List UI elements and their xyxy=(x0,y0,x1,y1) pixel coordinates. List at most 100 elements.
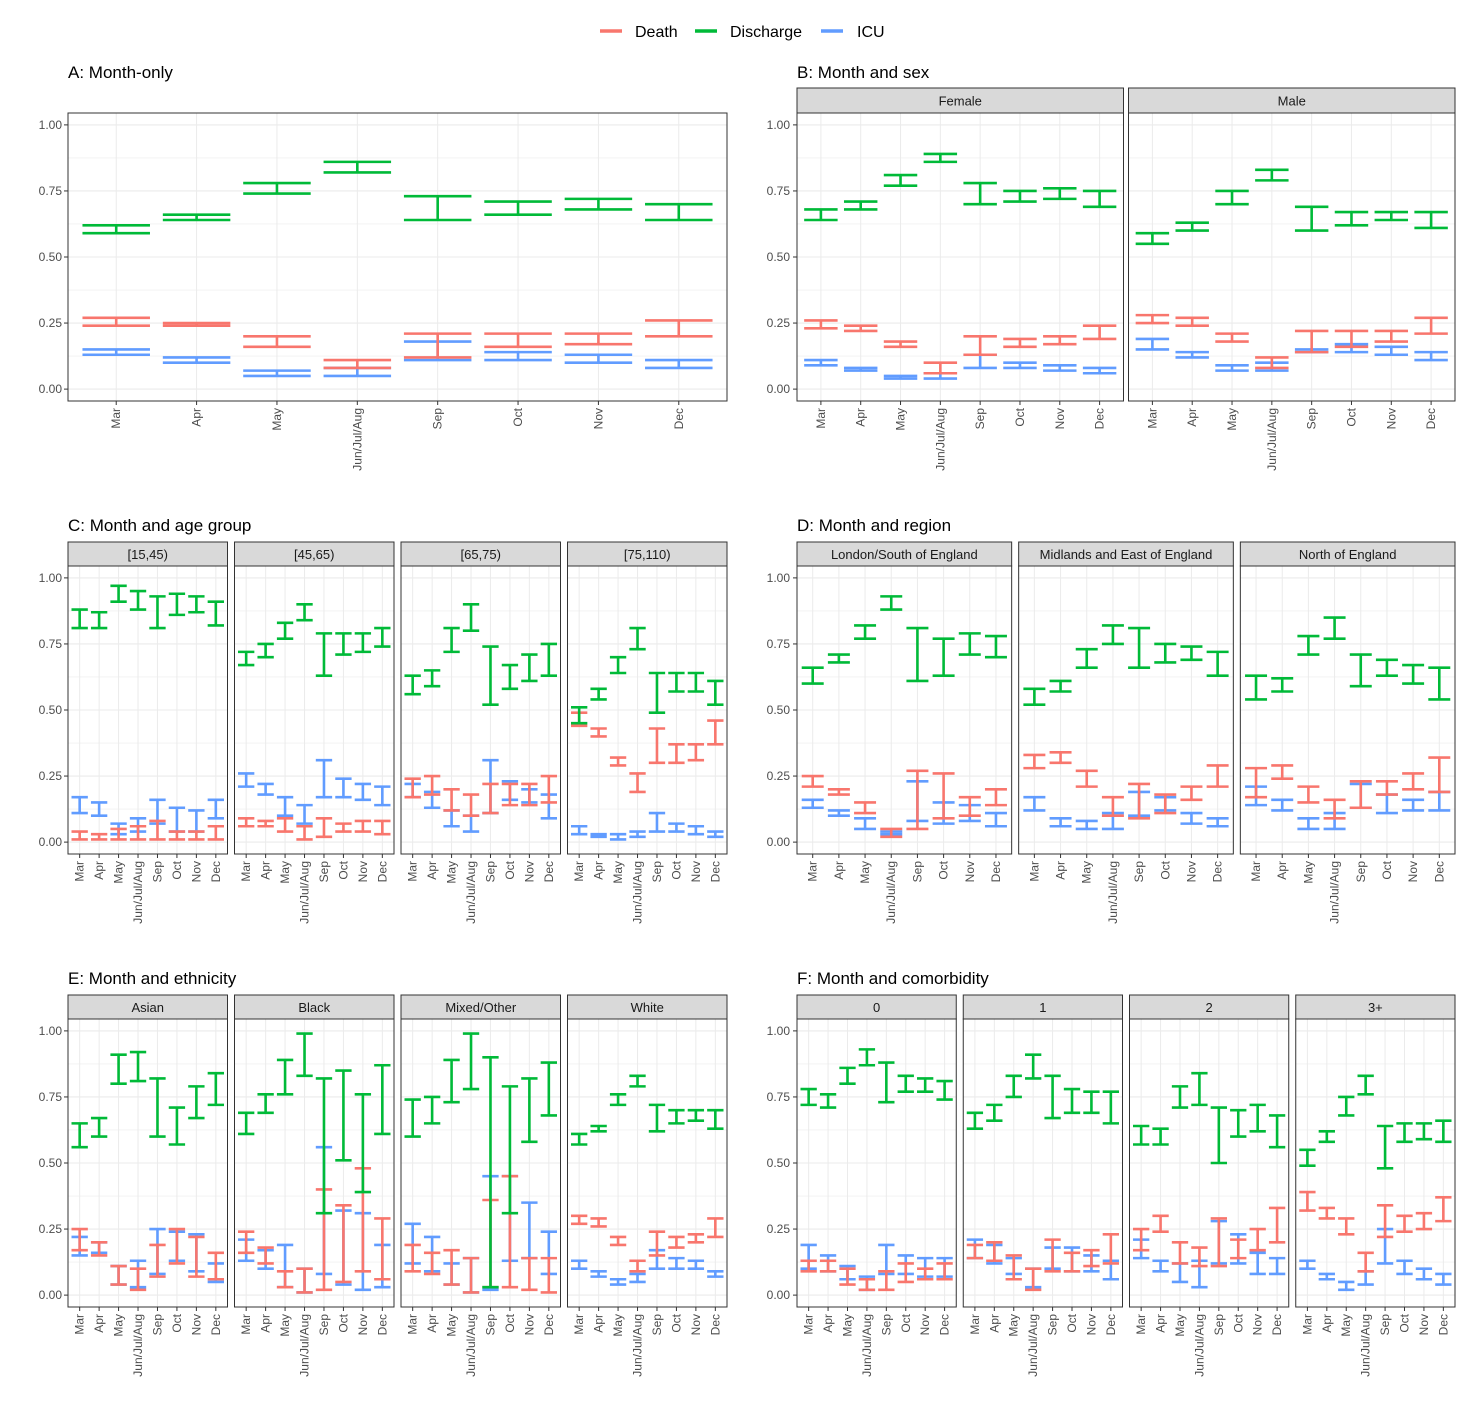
x-tick-label: Sep xyxy=(910,861,924,883)
errorbar-discharge-jun-jul-aug xyxy=(629,626,646,651)
errorbar-discharge-dec xyxy=(207,1071,224,1107)
x-tick-label: Sep xyxy=(150,1314,164,1336)
facet-strip-label: North of England xyxy=(1299,547,1397,562)
x-tick-label: Mar xyxy=(814,408,828,429)
x-tick-label: Sep xyxy=(879,1314,893,1336)
errorbar-discharge-may xyxy=(443,1058,460,1104)
errorbar-discharge-mar xyxy=(238,1111,255,1136)
errorbar-discharge-mar xyxy=(1132,1124,1150,1146)
x-tick-label: Mar xyxy=(239,861,253,882)
x-tick-label: May xyxy=(611,861,625,884)
x-tick-label: Sep xyxy=(431,408,445,430)
errorbar-discharge-may xyxy=(1075,647,1098,670)
x-tick-label: Dec xyxy=(938,1314,952,1335)
facet-45-65: [45,65) Mar Apr May Jun/Jul/Aug Sep Oct Nov Dec xyxy=(234,541,395,924)
panel-c: C: Month and age group 1.00 0.75 0.50 0.25 0.… xyxy=(39,516,728,924)
errorbar-discharge-mar xyxy=(966,1111,984,1130)
errorbar-death-nov xyxy=(564,332,633,346)
errorbar-death-dec xyxy=(540,1256,557,1294)
y-tick-label: 1.00 xyxy=(39,1024,63,1038)
errorbar-discharge-nov xyxy=(354,632,372,654)
errorbar-death-nov xyxy=(687,1233,705,1244)
errorbar-icu-nov xyxy=(1180,811,1203,825)
errorbar-death-mar xyxy=(82,316,150,327)
errorbar-death-oct xyxy=(501,782,519,807)
errorbar-death-apr xyxy=(423,1251,441,1276)
x-tick-label: Nov xyxy=(356,861,370,882)
y-tick-label: 0.00 xyxy=(767,1288,791,1302)
series-death xyxy=(404,774,557,817)
errorbar-discharge-oct xyxy=(335,632,352,656)
errorbar-icu-may xyxy=(609,1277,627,1286)
panel-b: B: Month and sex 1.00 0.75 0.50 0.25 0.00 Fema… xyxy=(767,63,1456,471)
x-tick-label: Sep xyxy=(1354,861,1368,883)
x-tick-label: Dec xyxy=(1432,861,1446,882)
errorbar-discharge-sep xyxy=(648,671,666,714)
errorbar-icu-apr xyxy=(1152,1259,1169,1273)
errorbar-icu-dec xyxy=(707,830,724,839)
errorbar-death-oct xyxy=(668,1235,685,1249)
series-discharge xyxy=(1132,1071,1286,1165)
errorbar-death-jun-jul-aug xyxy=(462,793,480,817)
errorbar-death-nov xyxy=(188,830,205,841)
errorbar-death-sep xyxy=(963,334,997,357)
x-tick-label: Sep xyxy=(1046,1314,1060,1336)
y-tick-label: 0.50 xyxy=(39,1156,63,1170)
errorbar-discharge-nov xyxy=(188,595,205,614)
errorbar-icu-apr xyxy=(257,782,274,796)
errorbar-death-may xyxy=(883,340,918,349)
errorbar-death-sep xyxy=(403,332,472,359)
series-discharge xyxy=(571,1074,724,1146)
errorbar-discharge-jun-jul-aug xyxy=(1101,624,1124,646)
errorbar-death-mar xyxy=(238,817,255,828)
panel-title: E: Month and ethnicity xyxy=(68,969,237,988)
errorbar-icu-nov xyxy=(687,824,705,836)
errorbar-discharge-mar xyxy=(238,650,255,667)
errorbar-death-nov xyxy=(917,1267,934,1281)
errorbar-icu-dec xyxy=(645,358,713,370)
facet-strip xyxy=(234,541,395,567)
errorbar-death-jun-jul-aug xyxy=(880,827,903,839)
errorbar-icu-nov xyxy=(564,353,633,364)
errorbar-death-nov xyxy=(687,743,705,762)
errorbar-death-apr xyxy=(1175,316,1209,327)
errorbar-discharge-may xyxy=(609,655,627,675)
y-tick-label: 0.25 xyxy=(39,316,63,330)
errorbar-icu-nov xyxy=(1374,345,1409,357)
errorbar-death-apr xyxy=(819,1259,837,1273)
errorbar-discharge-sep xyxy=(315,1077,333,1215)
errorbar-death-oct xyxy=(668,743,685,765)
errorbar-icu-mar xyxy=(571,1259,588,1270)
errorbar-death-may xyxy=(839,1267,856,1286)
errorbar-discharge-may xyxy=(243,181,311,195)
errorbar-discharge-may xyxy=(1297,634,1320,656)
errorbar-death-oct xyxy=(1063,1251,1081,1273)
x-tick-label: Apr xyxy=(425,861,439,880)
errorbar-discharge-jun-jul-aug xyxy=(1025,1053,1042,1080)
errorbar-discharge-jun-jul-aug xyxy=(880,595,903,611)
x-tick-label: Apr xyxy=(1154,1314,1168,1333)
x-tick-label: Apr xyxy=(1275,861,1289,880)
x-tick-label: Oct xyxy=(336,860,350,879)
errorbar-death-apr xyxy=(1271,764,1294,780)
facet-15-45: [15,45) Mar Apr May Jun/Jul/Aug Sep Oct Nov Dec xyxy=(67,541,228,924)
x-tick-label: Nov xyxy=(1417,1314,1431,1335)
errorbar-discharge-may xyxy=(443,626,460,654)
y-tick-label: 1.00 xyxy=(767,1024,791,1038)
errorbar-icu-apr xyxy=(590,1270,607,1278)
errorbar-discharge-nov xyxy=(188,1085,205,1120)
x-tick-label: Mar xyxy=(1300,1314,1314,1335)
facet-border xyxy=(567,1018,728,1308)
facet-strip xyxy=(796,87,1124,114)
x-tick-label: Oct xyxy=(899,1313,913,1332)
y-tick-label: 0.75 xyxy=(767,1090,791,1104)
errorbar-death-mar xyxy=(801,774,824,788)
x-tick-label: May xyxy=(1007,1314,1021,1337)
errorbar-discharge-apr xyxy=(1049,679,1072,693)
errorbar-discharge-dec xyxy=(984,634,1007,659)
errorbar-death-jun-jul-aug xyxy=(1357,1251,1374,1273)
errorbar-death-nov xyxy=(1374,329,1409,343)
facet-midlands-and-east-of-england: Midlands and East of England Mar Apr May Jun… xyxy=(1018,541,1234,924)
errorbar-discharge-nov xyxy=(564,197,633,211)
x-tick-label: May xyxy=(112,861,126,884)
